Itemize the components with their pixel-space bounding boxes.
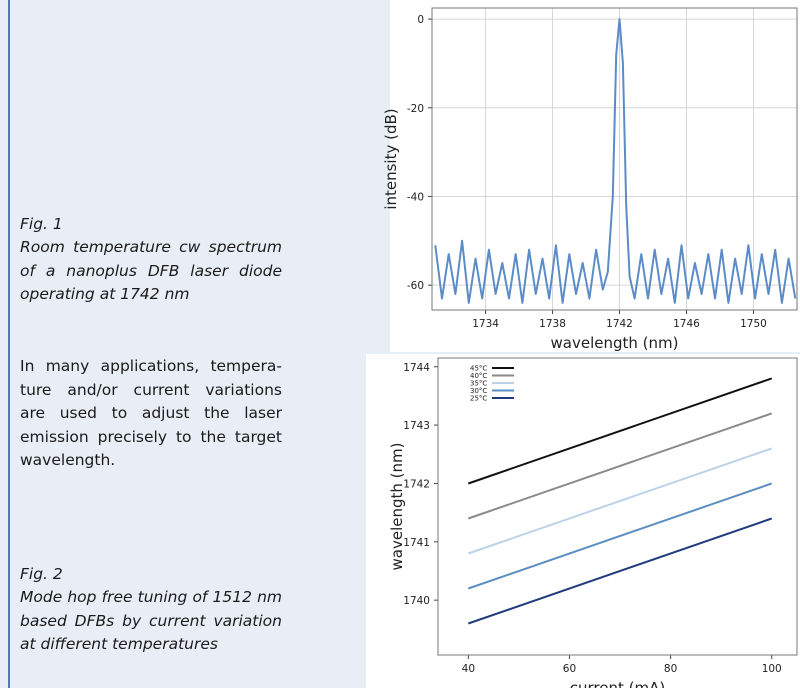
margin-rule — [8, 0, 10, 688]
plot-frame — [437, 357, 798, 656]
x-tick-label: 1742 — [606, 318, 633, 330]
paragraph-line: emission precisely to the target — [20, 427, 282, 446]
x-tick-label: 40 — [462, 663, 475, 675]
series-line — [467, 482, 773, 590]
legend-label: 30°C — [470, 387, 487, 395]
legend-label: 25°C — [470, 395, 487, 403]
caption-line: of a nanoplus DFB laser diode — [20, 261, 282, 280]
y-tick-label: 1740 — [403, 595, 430, 607]
caption-line: operating at 1742 nm — [20, 285, 190, 303]
paragraph-line: are used to adjust the laser — [20, 404, 282, 422]
legend-label: 40°C — [470, 372, 487, 380]
caption-line: Mode hop free tuning of 1512 nm — [20, 588, 282, 606]
y-tick-label: 1743 — [403, 420, 430, 432]
y-axis-label: wavelength (nm) — [388, 443, 406, 571]
y-tick-label: 0 — [417, 14, 424, 26]
caption-line: at different temperatures — [20, 635, 218, 653]
paragraph-line: wavelength. — [20, 451, 116, 469]
y-tick-label: -60 — [407, 280, 424, 292]
x-tick-label: 1738 — [539, 318, 566, 330]
y-tick-label: -20 — [407, 103, 424, 115]
series-line — [467, 412, 773, 520]
y-tick-label: 1742 — [403, 478, 430, 490]
x-tick-label: 60 — [563, 663, 576, 675]
x-tick-label: 1746 — [673, 318, 700, 330]
x-axis-label: current (mA) — [570, 679, 665, 688]
y-tick-label: 1744 — [403, 362, 430, 374]
y-tick-label: 1741 — [403, 537, 430, 549]
x-tick-label: 1750 — [740, 318, 767, 330]
series-line — [467, 517, 773, 625]
caption-line: based DFBs by current variation — [20, 611, 282, 630]
paragraph-line: ture and/or current variations — [20, 380, 282, 399]
x-tick-label: 80 — [664, 663, 677, 675]
y-axis-label: intensity (dB) — [382, 108, 400, 209]
caption-line: Room temperature cw spectrum — [20, 238, 282, 256]
x-axis-label: wavelength (nm) — [551, 334, 679, 352]
legend-label: 45°C — [470, 365, 487, 373]
legend-label: 35°C — [470, 380, 487, 388]
series-line — [467, 447, 773, 555]
caption-label: Fig. 2 — [20, 565, 63, 583]
caption-label: Fig. 1 — [20, 215, 63, 233]
spectrum-line — [434, 18, 797, 304]
y-tick-label: -40 — [407, 191, 424, 203]
figure-1-panel — [390, 0, 800, 352]
paragraph-line: In many applications, tempera- — [20, 357, 282, 375]
plot-frame — [431, 7, 798, 311]
x-tick-label: 100 — [762, 663, 782, 675]
series-line — [467, 377, 773, 485]
figure-2-panel — [366, 354, 800, 688]
x-tick-label: 1734 — [472, 318, 499, 330]
